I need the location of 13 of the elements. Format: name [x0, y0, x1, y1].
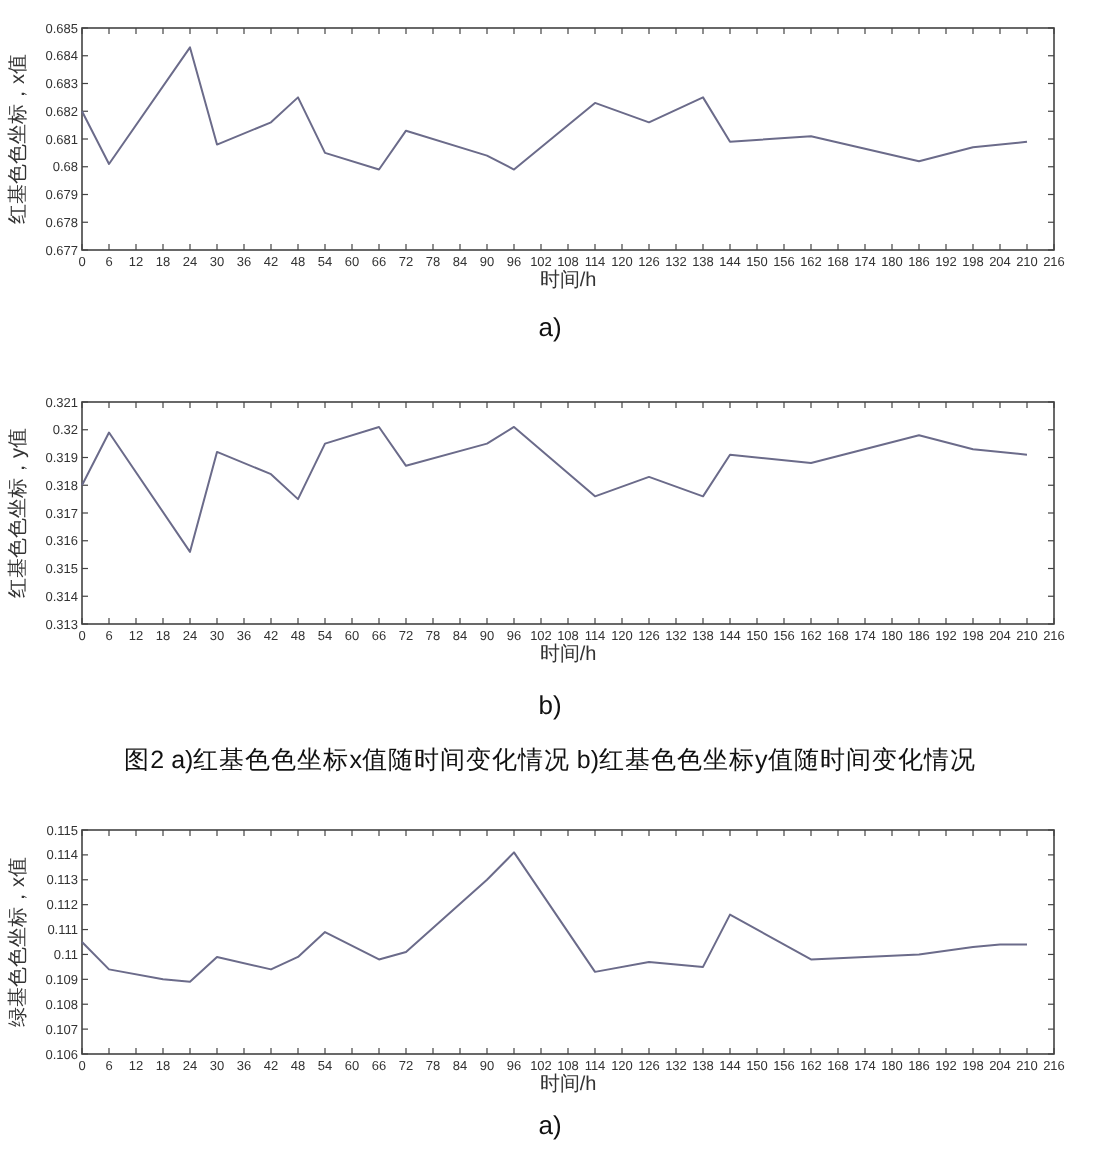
y-axis-title: 红基色色坐标，x值: [6, 54, 30, 224]
text: b): [538, 690, 562, 720]
line-series: [81, 46, 1028, 171]
line-series: [81, 851, 1028, 983]
text: a): [538, 312, 562, 342]
x-axis-title: 时间/h: [539, 642, 597, 666]
x-axis-title: 时间/h: [539, 1072, 597, 1096]
caption: 图2 a)红基色色坐标x值随时间变化情况 b)红基色色坐标y值随时间变化情况: [124, 746, 976, 774]
y-axis-title: 红基色色坐标，y值: [6, 428, 30, 598]
y-axis-title: 绿基色色坐标，x值: [6, 857, 30, 1027]
x-axis-title: 时间/h: [539, 268, 597, 292]
text: a): [538, 1110, 562, 1140]
line-series: [81, 425, 1028, 553]
